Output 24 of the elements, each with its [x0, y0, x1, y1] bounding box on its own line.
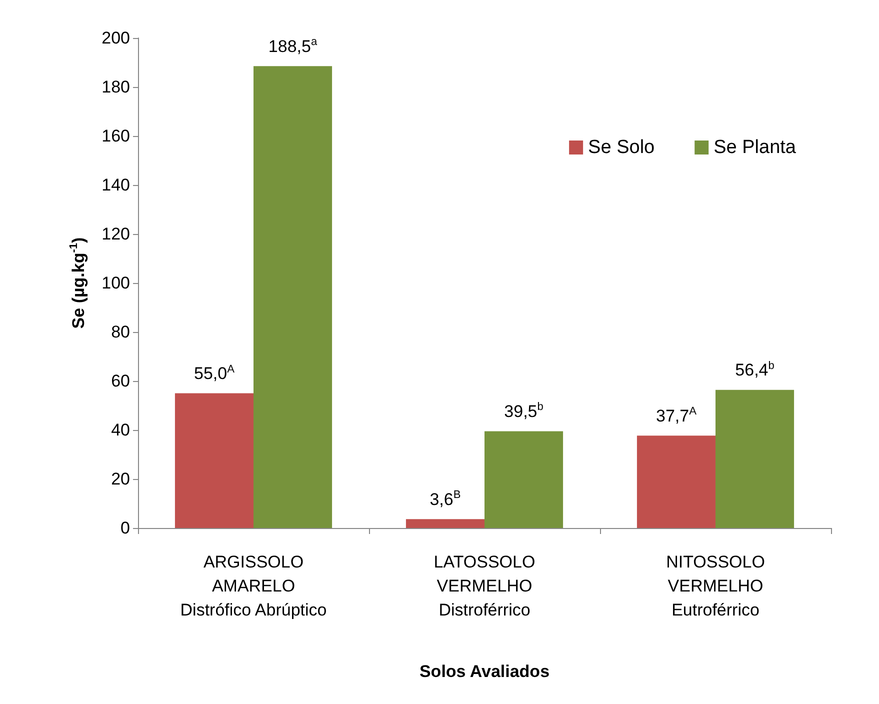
bar: [484, 431, 564, 528]
y-tick-label: 0: [120, 518, 130, 538]
legend-label: Se Planta: [714, 137, 796, 158]
y-tick-label: 120: [102, 224, 130, 244]
x-tick-label: LATOSSOLO VERMELHO Distroférrico: [434, 552, 536, 620]
y-tick-label: 20: [111, 470, 130, 488]
y-tick-label: 60: [111, 372, 130, 390]
bar: [174, 393, 254, 528]
bar: [716, 390, 794, 528]
y-tick-label: 180: [102, 78, 130, 96]
bar: [636, 436, 716, 528]
bar: [254, 66, 332, 528]
x-axis-title: Solos Avaliados: [419, 662, 550, 681]
legend-label: Se Solo: [588, 137, 655, 158]
y-tick-label: 160: [102, 126, 130, 146]
bar: [406, 519, 484, 528]
x-tick-label: NITOSSOLO VERMELHO Eutroférrico: [666, 552, 765, 620]
y-tick-label: 40: [111, 420, 130, 440]
y-tick-label: 140: [102, 176, 130, 194]
y-tick-label: 200: [102, 28, 130, 48]
x-tick-label: ARGISSOLO AMARELO Distrófico Abrúptico: [180, 552, 327, 620]
y-tick-label: 80: [111, 322, 130, 342]
y-axis-title: Se (µg.kg-1): [68, 237, 88, 329]
y-tick-label: 100: [102, 274, 130, 292]
